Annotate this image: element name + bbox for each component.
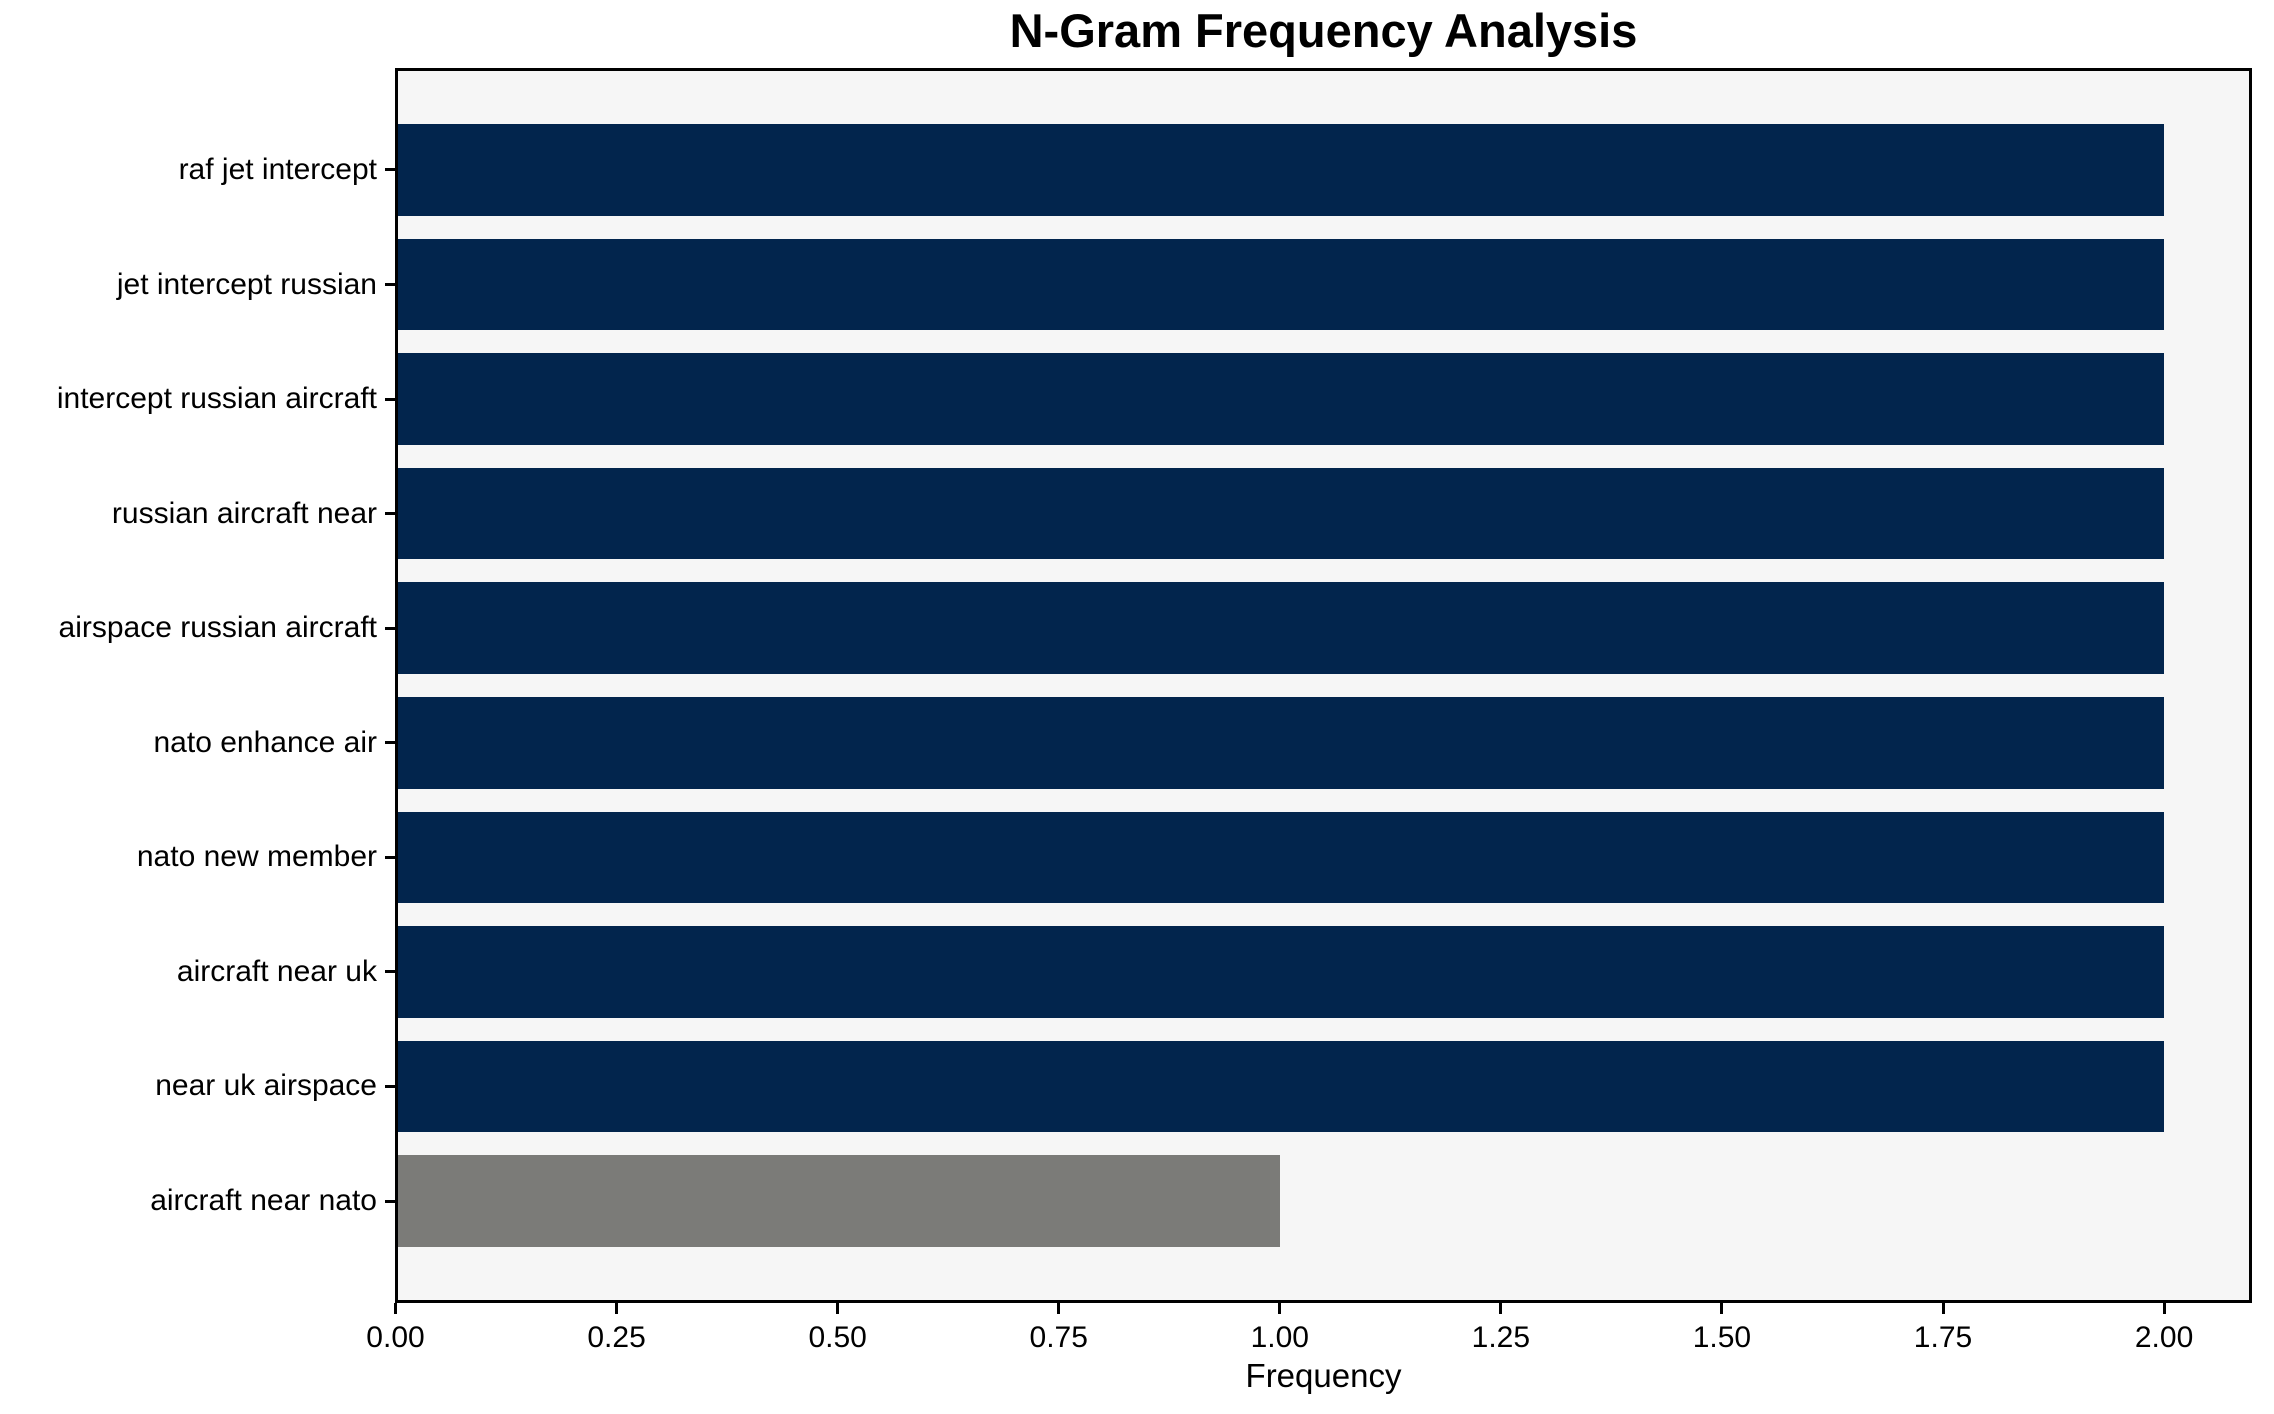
y-tick-label: russian aircraft near: [111, 496, 377, 530]
x-tick-label: 1.75: [1913, 1321, 1973, 1354]
x-tick-mark: [615, 1303, 619, 1314]
y-tick-mark: [384, 397, 396, 401]
y-tick-mark: [384, 512, 396, 516]
bar: [398, 1155, 1280, 1247]
bar: [398, 238, 2165, 331]
y-tick-label: near uk airspace: [155, 1069, 377, 1103]
x-tick-label: 0.25: [587, 1321, 646, 1354]
chart-title: N-Gram Frequency Analysis: [1009, 4, 1638, 57]
y-tick-mark: [384, 283, 396, 287]
x-tick-mark: [2162, 1303, 2166, 1314]
y-tick-label: intercept russian aircraft: [56, 382, 377, 416]
y-tick-mark: [384, 626, 396, 630]
x-tick-label: 1.00: [1250, 1321, 1309, 1354]
bar: [398, 926, 2165, 1018]
y-tick-label: airspace russian aircraft: [58, 611, 377, 645]
y-tick-label: aircraft near uk: [176, 954, 377, 988]
x-tick-mark: [1278, 1303, 1282, 1314]
x-tick-label: 1.50: [1692, 1321, 1752, 1354]
bar: [398, 467, 2165, 560]
x-tick-label: 0.75: [1029, 1321, 1088, 1354]
x-tick-mark: [836, 1303, 840, 1314]
x-tick-label: 0.50: [808, 1321, 867, 1354]
y-tick-mark: [384, 168, 396, 172]
y-tick-label: aircraft near nato: [150, 1184, 377, 1218]
bar: [398, 811, 2165, 904]
y-tick-mark: [384, 1084, 396, 1088]
x-tick-label: 1.25: [1471, 1321, 1531, 1354]
y-tick-mark: [384, 855, 396, 859]
x-tick-mark: [1499, 1303, 1503, 1314]
x-tick-mark: [1720, 1303, 1724, 1314]
x-tick-mark: [394, 1303, 397, 1314]
bar: [398, 353, 2165, 445]
y-tick-mark: [384, 1199, 396, 1203]
y-tick-label: jet intercept russian: [116, 267, 377, 301]
bar: [398, 582, 2165, 675]
y-tick-mark: [384, 741, 396, 745]
x-tick-mark: [1941, 1303, 1945, 1314]
y-tick-mark: [384, 970, 396, 974]
x-tick-label: 2.00: [2134, 1321, 2194, 1354]
x-tick-label: 0.00: [366, 1321, 425, 1354]
bar: [398, 1040, 2165, 1133]
y-tick-label: nato enhance air: [153, 725, 377, 759]
y-tick-label: raf jet intercept: [178, 152, 377, 186]
y-tick-label: nato new member: [136, 840, 377, 874]
bar: [398, 124, 2165, 216]
x-tick-mark: [1057, 1303, 1061, 1314]
bar: [398, 696, 2165, 789]
x-axis-label: Frequency: [1245, 1357, 1402, 1394]
